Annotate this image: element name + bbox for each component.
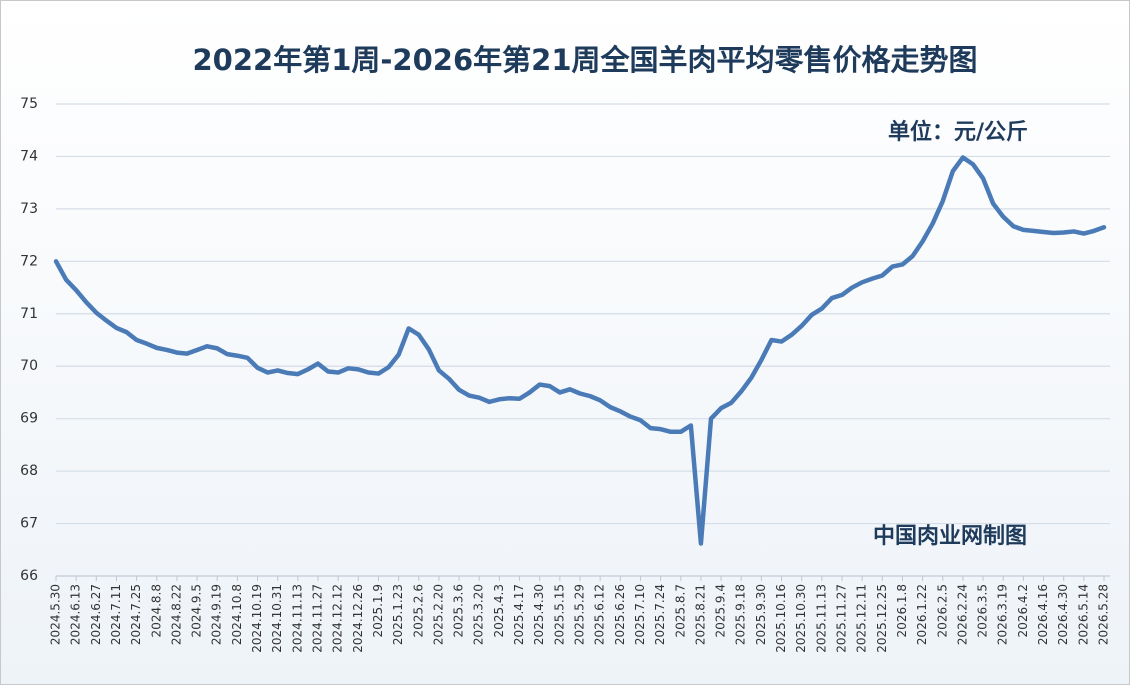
x-tick-label: 2026.2.5 xyxy=(935,584,949,637)
x-tick-label: 2025.10.16 xyxy=(774,584,788,653)
x-tick-label: 2024.7.11 xyxy=(109,584,123,645)
x-tick-label: 2025.9.30 xyxy=(754,584,768,645)
x-tick-label: 2024.8.22 xyxy=(169,584,183,645)
x-tick-label: 2026.4.2 xyxy=(1016,584,1030,637)
y-tick-label: 75 xyxy=(20,96,38,112)
x-tick-label: 2026.4.16 xyxy=(1036,584,1050,645)
x-tick-label: 2024.7.25 xyxy=(129,584,143,645)
x-tick-label: 2026.5.28 xyxy=(1097,584,1111,645)
x-tick-label: 2026.1.22 xyxy=(915,584,929,645)
x-tick-label: 2025.3.20 xyxy=(472,584,486,645)
x-tick-label: 2025.12.25 xyxy=(875,584,889,653)
x-tick-label: 2025.6.12 xyxy=(593,584,607,645)
x-tick-label: 2024.12.12 xyxy=(331,584,345,653)
x-tick-label: 2024.12.26 xyxy=(351,584,365,653)
x-tick-label: 2024.10.8 xyxy=(230,584,244,645)
x-tick-label: 2025.4.17 xyxy=(512,584,526,645)
x-tick-label: 2024.9.5 xyxy=(190,584,204,637)
chart-title: 2022年第1周-2026年第21周全国羊肉平均零售价格走势图 xyxy=(193,43,978,77)
y-tick-label: 70 xyxy=(20,358,38,374)
y-tick-label: 66 xyxy=(20,568,38,584)
x-tick-label: 2025.2.6 xyxy=(411,584,425,637)
x-tick-label: 2025.5.29 xyxy=(573,584,587,645)
y-tick-label: 73 xyxy=(20,201,38,217)
x-tick-label: 2024.10.19 xyxy=(250,584,264,653)
x-tick-label: 2025.7.24 xyxy=(653,584,667,645)
x-tick-label: 2026.1.8 xyxy=(895,584,909,637)
x-tick-label: 2025.7.10 xyxy=(633,584,647,645)
x-tick-label: 2024.5.30 xyxy=(49,584,63,645)
x-tick-label: 2025.6.26 xyxy=(613,584,627,645)
x-tick-label: 2025.11.27 xyxy=(835,584,849,653)
x-tick-label: 2025.1.23 xyxy=(391,584,405,645)
x-tick-label: 2025.10.30 xyxy=(794,584,808,653)
x-tick-label: 2026.4.30 xyxy=(1056,584,1070,645)
x-tick-label: 2024.9.19 xyxy=(210,584,224,645)
source-note: 中国肉业网制图 xyxy=(873,524,1027,549)
x-tick-label: 2024.10.31 xyxy=(270,584,284,653)
x-tick-label: 2025.11.13 xyxy=(814,584,828,653)
x-tick-label: 2025.4.3 xyxy=(492,584,506,637)
unit-note: 单位：元/公斤 xyxy=(888,119,1028,145)
x-tick-label: 2025.1.9 xyxy=(371,584,385,637)
x-tick-label: 2025.3.6 xyxy=(452,584,466,637)
y-tick-label: 72 xyxy=(20,253,38,269)
x-tick-label: 2024.8.8 xyxy=(149,584,163,637)
y-tick-label: 71 xyxy=(20,306,38,322)
x-tick-label: 2025.5.15 xyxy=(552,584,566,645)
x-tick-label: 2026.5.14 xyxy=(1076,584,1090,645)
x-tick-label: 2026.2.24 xyxy=(955,584,969,645)
x-tick-label: 2024.11.27 xyxy=(311,584,325,653)
x-tick-label: 2025.8.7 xyxy=(673,584,687,637)
y-tick-label: 68 xyxy=(20,463,38,479)
x-tick-label: 2025.9.18 xyxy=(734,584,748,645)
x-tick-label: 2024.6.27 xyxy=(89,584,103,645)
x-tick-label: 2025.2.20 xyxy=(431,584,445,645)
x-tick-label: 2024.11.13 xyxy=(290,584,304,653)
y-tick-label: 74 xyxy=(20,148,38,164)
x-tick-label: 2026.3.19 xyxy=(996,584,1010,645)
x-tick-label: 2026.3.5 xyxy=(976,584,990,637)
y-tick-label: 67 xyxy=(20,516,38,532)
x-tick-label: 2025.4.30 xyxy=(532,584,546,645)
price-line xyxy=(53,155,1107,546)
y-tick-label: 69 xyxy=(20,411,38,427)
x-tick-label: 2025.12.11 xyxy=(855,584,869,653)
x-tick-label: 2024.6.13 xyxy=(69,584,83,645)
x-tick-label: 2025.8.21 xyxy=(693,584,707,645)
x-tick-label: 2025.9.4 xyxy=(714,584,728,637)
